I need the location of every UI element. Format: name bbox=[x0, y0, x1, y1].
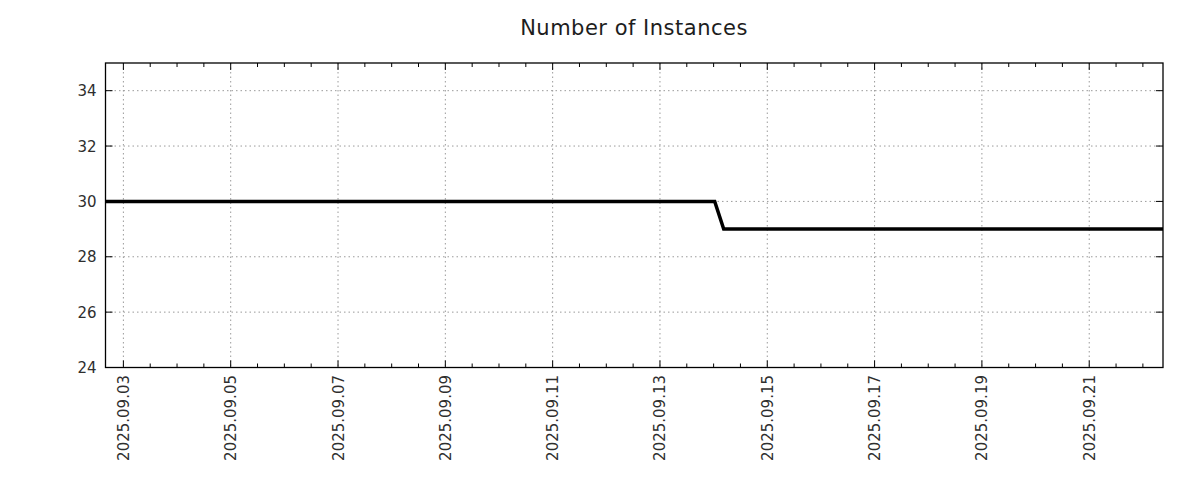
x-tick-label: 2025.09.11 bbox=[544, 375, 562, 461]
line-chart: 2426283032342025.09.032025.09.052025.09.… bbox=[0, 0, 1200, 500]
series-line-instances bbox=[106, 201, 1164, 229]
gridlines bbox=[106, 63, 1164, 368]
x-tick-label: 2025.09.17 bbox=[866, 375, 884, 461]
y-tick-label: 24 bbox=[77, 359, 96, 377]
x-tick-label: 2025.09.05 bbox=[222, 375, 240, 461]
x-tick-label: 2025.09.19 bbox=[973, 375, 991, 461]
axis-ticks bbox=[106, 63, 1164, 368]
plot-border bbox=[106, 63, 1164, 368]
x-tick-label: 2025.09.07 bbox=[330, 375, 348, 461]
y-axis-labels: 24 26 28 30 32 34 bbox=[77, 82, 96, 377]
x-tick-label: 2025.09.03 bbox=[115, 375, 133, 461]
y-tick-label: 32 bbox=[77, 138, 96, 156]
y-tick-label: 34 bbox=[77, 82, 96, 100]
y-tick-label: 28 bbox=[77, 248, 96, 266]
x-tick-label: 2025.09.21 bbox=[1081, 375, 1099, 461]
x-axis-labels: 2025.09.03 2025.09.05 2025.09.07 2025.09.09… bbox=[115, 375, 1099, 461]
x-tick-label: 2025.09.09 bbox=[437, 375, 455, 461]
y-tick-label: 26 bbox=[77, 304, 96, 322]
x-tick-label: 2025.09.13 bbox=[651, 375, 669, 461]
y-tick-label: 30 bbox=[77, 193, 96, 211]
x-tick-label: 2025.09.15 bbox=[759, 375, 777, 461]
